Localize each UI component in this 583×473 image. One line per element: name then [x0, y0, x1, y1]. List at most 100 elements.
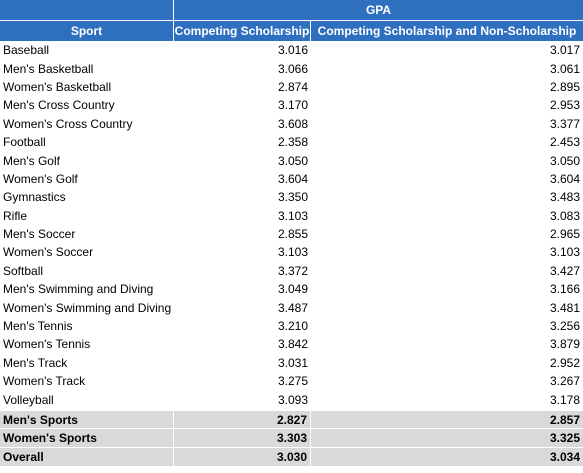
table-row: Women's Soccer 3.103 3.103 [0, 243, 583, 261]
table-row: Men's Golf 3.050 3.050 [0, 151, 583, 169]
table-row: Rifle 3.103 3.083 [0, 207, 583, 225]
table-row: Football 2.358 2.453 [0, 133, 583, 151]
sport-name-cell: Men's Basketball [3, 61, 94, 76]
group-header-row: GPA [0, 0, 583, 20]
combined-gpa-cell: 3.061 [549, 61, 580, 76]
competing-gpa-cell: 3.050 [277, 153, 308, 168]
competing-gpa-cell: 3.372 [277, 263, 308, 278]
sport-name-cell: Men's Track [3, 355, 68, 370]
sport-name-cell: Women's Sports [0, 428, 174, 447]
competing-gpa-cell: 3.487 [277, 300, 308, 315]
sport-name-cell: Men's Golf [3, 153, 60, 168]
combined-gpa-cell: 3.325 [311, 428, 583, 447]
table-row: Men's Cross Country 3.170 2.953 [0, 96, 583, 114]
sport-name-cell: Women's Soccer [3, 245, 94, 260]
table-row: Men's Basketball 3.066 3.061 [0, 59, 583, 77]
combined-gpa-cell: 2.952 [549, 355, 580, 370]
combined-column-header: Competing Scholarship and Non-Scholarshi… [311, 20, 583, 41]
sport-name-cell: Gymnastics [3, 190, 66, 205]
sport-name-cell: Rifle [3, 208, 28, 223]
competing-gpa-cell: 3.170 [277, 98, 308, 113]
sport-name-cell: Women's Track [3, 374, 86, 389]
table-row: Volleyball 3.093 3.178 [0, 390, 583, 408]
combined-gpa-cell: 3.034 [311, 447, 583, 466]
competing-gpa-cell: 3.016 [277, 43, 308, 58]
table-row: Women's Basketball 2.874 2.895 [0, 78, 583, 96]
table-row: Women's Tennis 3.842 3.879 [0, 335, 583, 353]
competing-gpa-cell: 3.604 [277, 171, 308, 186]
gpa-group-header: GPA [174, 0, 583, 20]
summary-row: Women's Sports 3.303 3.325 [0, 428, 583, 447]
competing-gpa-cell: 3.049 [277, 282, 308, 297]
competing-gpa-cell: 3.303 [174, 428, 311, 447]
column-header-row: Sport Competing Scholarship Competing Sc… [0, 20, 583, 41]
combined-gpa-cell: 3.256 [549, 319, 580, 334]
table-row: Men's Tennis 3.210 3.256 [0, 317, 583, 335]
competing-gpa-cell: 3.210 [277, 319, 308, 334]
table-row: Women's Swimming and Diving 3.487 3.481 [0, 298, 583, 316]
table-row: Softball 3.372 3.427 [0, 262, 583, 280]
combined-gpa-cell: 3.879 [549, 337, 580, 352]
table-summary: Men's Sports 2.827 2.857 Women's Sports 3.30… [0, 408, 583, 466]
combined-gpa-cell: 3.017 [549, 43, 580, 58]
combined-gpa-cell: 3.377 [549, 116, 580, 131]
competing-gpa-cell: 2.874 [277, 79, 308, 94]
competing-gpa-cell: 3.103 [277, 245, 308, 260]
combined-gpa-cell: 3.083 [549, 208, 580, 223]
combined-gpa-cell: 2.857 [311, 408, 583, 429]
competing-gpa-cell: 2.827 [174, 408, 311, 429]
sport-name-cell: Women's Tennis [3, 337, 91, 352]
combined-gpa-cell: 2.953 [549, 98, 580, 113]
header-blank-cell [0, 0, 174, 20]
sport-name-cell: Men's Tennis [3, 319, 73, 334]
sport-name-cell: Women's Swimming and Diving [3, 300, 172, 315]
combined-gpa-cell: 3.267 [549, 374, 580, 389]
table-row: Women's Golf 3.604 3.604 [0, 170, 583, 188]
combined-gpa-cell: 3.103 [549, 245, 580, 260]
sport-name-cell: Men's Sports [0, 408, 174, 429]
table-row: Men's Track 3.031 2.952 [0, 354, 583, 372]
sport-name-cell: Men's Cross Country [3, 98, 115, 113]
summary-row: Overall 3.030 3.034 [0, 447, 583, 466]
competing-gpa-cell: 3.031 [277, 355, 308, 370]
sport-column-header: Sport [0, 20, 174, 41]
sport-name-cell: Women's Cross Country [3, 116, 133, 131]
competing-gpa-cell: 3.275 [277, 374, 308, 389]
sport-name-cell: Men's Swimming and Diving [3, 282, 154, 297]
competing-gpa-cell: 3.030 [174, 447, 311, 466]
competing-gpa-cell: 3.350 [277, 190, 308, 205]
sport-name-cell: Women's Golf [3, 171, 78, 186]
sport-name-cell: Football [3, 135, 46, 150]
sport-name-cell: Overall [0, 447, 174, 466]
table-row: Men's Soccer 2.855 2.965 [0, 225, 583, 243]
sport-name-cell: Baseball [3, 43, 50, 58]
combined-gpa-cell: 3.166 [549, 282, 580, 297]
table-row: Men's Swimming and Diving 3.049 3.166 [0, 280, 583, 298]
combined-gpa-cell: 3.604 [549, 171, 580, 186]
competing-gpa-cell: 3.842 [277, 337, 308, 352]
sport-name-cell: Volleyball [3, 392, 54, 407]
combined-gpa-cell: 3.050 [549, 153, 580, 168]
table-body: Baseball 3.016 3.017 Men's Basketball 3.066 3… [0, 41, 583, 409]
competing-gpa-cell: 3.608 [277, 116, 308, 131]
combined-gpa-cell: 3.427 [549, 263, 580, 278]
combined-gpa-cell: 2.453 [549, 135, 580, 150]
competing-gpa-cell: 2.855 [277, 227, 308, 242]
competing-gpa-cell: 3.066 [277, 61, 308, 76]
sport-name-cell: Women's Basketball [3, 79, 112, 94]
table-header: GPA Sport Competing Scholarship Competin… [0, 0, 583, 41]
competing-scholarship-column-header: Competing Scholarship [174, 20, 311, 41]
table-row: Gymnastics 3.350 3.483 [0, 188, 583, 206]
combined-gpa-cell: 2.895 [549, 79, 580, 94]
competing-gpa-cell: 2.358 [277, 135, 308, 150]
summary-row: Men's Sports 2.827 2.857 [0, 408, 583, 429]
table-row: Women's Cross Country 3.608 3.377 [0, 115, 583, 133]
table-row: Women's Track 3.275 3.267 [0, 372, 583, 390]
combined-gpa-cell: 3.481 [549, 300, 580, 315]
table-row: Baseball 3.016 3.017 [0, 41, 583, 59]
sport-name-cell: Men's Soccer [3, 227, 76, 242]
combined-gpa-cell: 3.483 [549, 190, 580, 205]
competing-gpa-cell: 3.103 [277, 208, 308, 223]
combined-gpa-cell: 2.965 [549, 227, 580, 242]
